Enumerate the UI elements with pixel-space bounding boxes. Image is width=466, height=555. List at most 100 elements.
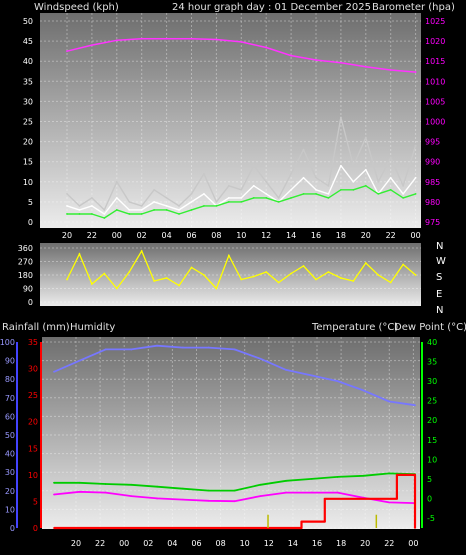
humidity-tick: 80 xyxy=(5,375,15,384)
rainfall-axis-title: Rainfall (mm) xyxy=(2,322,70,333)
temperature-point xyxy=(156,485,159,488)
humidity-tick: 0 xyxy=(10,524,15,533)
humidity-tick: 70 xyxy=(5,394,15,403)
gust-point xyxy=(153,188,156,191)
wind_avg-point xyxy=(190,209,193,211)
gust-point xyxy=(302,148,305,151)
gust-point xyxy=(115,180,118,183)
dewpoint-point xyxy=(233,500,236,503)
direction-point xyxy=(91,283,93,285)
direction-point xyxy=(377,274,380,276)
barometer-tick: 1005 xyxy=(425,97,445,106)
dewpoint-point xyxy=(388,501,391,504)
gust-point xyxy=(165,196,168,199)
wind_avg-point xyxy=(302,192,305,195)
gust-point xyxy=(377,180,380,183)
windspeed-tick: 35 xyxy=(23,77,33,86)
wind-point xyxy=(140,209,143,211)
rainfall-tick: 5 xyxy=(33,497,38,506)
wind-point xyxy=(165,205,168,207)
wind_avg-point xyxy=(364,184,367,187)
time-tick-lower: 22 xyxy=(384,539,394,548)
barometer-point xyxy=(115,39,118,42)
direction-point xyxy=(178,284,180,287)
wind_avg-point xyxy=(115,209,118,211)
temperature-tick: 15 xyxy=(427,436,437,445)
barometer-tick: 1025 xyxy=(425,17,445,26)
temperature-point xyxy=(182,487,184,490)
humidity-point xyxy=(78,359,81,362)
windspeed-tick: 15 xyxy=(23,158,33,167)
temperature-tick: 40 xyxy=(427,338,437,347)
barometer-point xyxy=(190,37,193,40)
grid-lines xyxy=(16,13,423,529)
gust-point xyxy=(215,201,218,203)
rainfall-tick: 20 xyxy=(28,418,38,427)
wind_avg-point xyxy=(240,201,243,203)
rainfall-tick: 35 xyxy=(28,338,38,347)
barometer-point xyxy=(265,46,268,49)
time-tick-top: 00 xyxy=(411,231,421,240)
rainfall-point xyxy=(53,527,55,529)
time-tick-lower: 18 xyxy=(336,539,346,548)
barometer-tick: 1000 xyxy=(425,118,445,127)
barometer-point xyxy=(364,65,367,68)
wind-point xyxy=(302,176,305,179)
barometer-tick: 1010 xyxy=(425,77,445,86)
direction-point xyxy=(128,271,131,273)
time-tick-lower: 08 xyxy=(216,539,226,548)
rainfall-tick: 25 xyxy=(28,391,38,400)
temperature-axis-title: Temperature (°C) xyxy=(311,322,398,333)
gust-point xyxy=(190,192,193,195)
wind_avg-point xyxy=(340,188,342,191)
wind_avg-point xyxy=(315,192,317,195)
wind-baro-panel xyxy=(40,13,421,228)
time-tick-top: 20 xyxy=(62,231,72,240)
temperature-point xyxy=(259,483,262,486)
rainfall-point xyxy=(300,527,303,529)
gust-point xyxy=(414,144,417,147)
dewpoint-point xyxy=(285,491,287,494)
gust-point xyxy=(402,184,405,187)
humidity-point xyxy=(182,346,184,349)
gust-point xyxy=(240,188,243,191)
direction-point xyxy=(277,281,280,284)
barometer-tick: 975 xyxy=(425,218,440,227)
humidity-tick: 40 xyxy=(5,450,15,459)
wind_avg-point xyxy=(215,205,218,207)
rainfall-tick: 10 xyxy=(28,471,38,480)
windspeed-tick: 5 xyxy=(28,198,33,207)
direction-point xyxy=(165,277,168,279)
windspeed-tick: 45 xyxy=(23,37,33,46)
humidity-point xyxy=(53,370,55,373)
barometer-point xyxy=(215,38,218,41)
direction-point xyxy=(327,271,330,273)
gust-point xyxy=(327,184,330,187)
direction-point xyxy=(103,272,106,275)
wind-point xyxy=(364,168,367,171)
direction-point xyxy=(302,265,305,267)
temperature-tick: 25 xyxy=(427,397,437,406)
gust-point xyxy=(203,172,205,175)
barometer-point xyxy=(389,69,392,71)
gust-point xyxy=(227,184,230,187)
direction-point xyxy=(389,281,392,284)
barometer-tick: 1015 xyxy=(425,57,445,66)
barometer-point xyxy=(240,41,243,43)
barometer-tick: 980 xyxy=(425,198,440,207)
compass-n-bottom: N xyxy=(436,305,443,316)
gust-point xyxy=(178,205,180,207)
barometer-tick: 1020 xyxy=(425,37,445,46)
rainfall-tick: 0 xyxy=(33,524,38,533)
temperature-tick: 35 xyxy=(427,358,437,367)
dewpoint-point xyxy=(207,499,210,502)
humidity-tick: 30 xyxy=(5,468,15,477)
temperature-point xyxy=(336,476,339,478)
wind-point xyxy=(389,176,392,179)
windspeed-tick: 30 xyxy=(23,97,33,106)
wind_avg-point xyxy=(252,196,255,199)
direction-tick: 270 xyxy=(18,258,33,267)
time-tick-lower: 16 xyxy=(312,539,322,548)
rainfall-point xyxy=(414,527,416,529)
temperature-point xyxy=(388,472,391,475)
